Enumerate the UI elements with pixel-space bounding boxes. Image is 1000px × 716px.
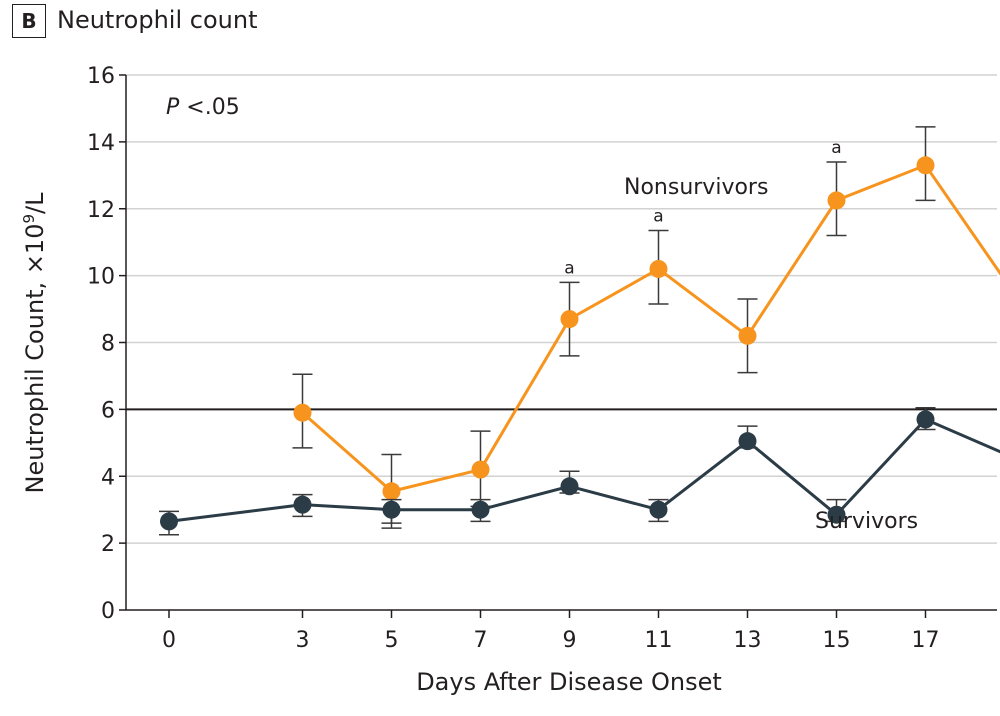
survivors-line	[168, 417, 1000, 523]
nonsurvivors-point	[916, 156, 935, 175]
panel-title: Neutrophil count	[57, 6, 258, 34]
y-tick-label: 12	[87, 198, 115, 223]
y-tick-label: 2	[101, 532, 115, 557]
survivors-point	[560, 477, 579, 496]
y-axis-label-prefix: Neutrophil Count, ×10	[21, 224, 49, 494]
series-survivors: Survivors	[159, 406, 1000, 536]
x-tick-label: 15	[823, 628, 851, 653]
nonsurvivors-point	[649, 259, 668, 278]
y-tick-label: 4	[101, 465, 115, 490]
survivors-point	[293, 495, 312, 514]
nonsurvivors-point	[293, 403, 312, 422]
significance-marker: a	[564, 258, 574, 278]
significance-marker: a	[653, 206, 663, 226]
legend-label-survivors: Survivors	[815, 509, 918, 534]
y-tick-label: 10	[87, 265, 115, 290]
p-value-annotation: P <.05	[166, 95, 240, 120]
survivors-point	[160, 512, 178, 531]
x-tick-label: 3	[296, 628, 310, 653]
y-axis-label: Neutrophil Count, ×109/L	[20, 192, 49, 494]
nonsurvivors-point	[382, 482, 401, 501]
x-tick-label: 0	[162, 628, 176, 653]
x-axis-label: Days After Disease Onset	[416, 668, 722, 696]
y-tick-label: 8	[101, 332, 115, 357]
x-tick-label: 11	[645, 628, 673, 653]
labels-group: P <.05 Days After Disease Onset Neutroph…	[20, 95, 722, 696]
p-value-italic: P	[166, 95, 180, 120]
series-nonsurvivors: a a a Nonsurvivors	[292, 126, 1000, 524]
gridlines	[126, 74, 997, 544]
axes: 0246810121416035791113151719	[87, 64, 997, 653]
survivors-point	[827, 505, 846, 524]
legend-label-nonsurvivors: Nonsurvivors	[624, 175, 768, 200]
nonsurvivors-point	[738, 326, 757, 345]
survivors-point	[649, 500, 668, 519]
y-tick-label: 6	[101, 398, 115, 423]
x-tick-label: 13	[734, 628, 762, 653]
nonsurvivors-line	[301, 163, 1000, 493]
x-tick-label: 9	[563, 628, 577, 653]
nonsurvivors-point	[827, 191, 846, 210]
p-value-text: <.05	[179, 95, 239, 120]
survivors-point	[916, 410, 935, 429]
x-tick-label: 5	[385, 628, 399, 653]
nonsurvivors-point	[471, 460, 490, 479]
survivors-point	[738, 432, 757, 451]
y-axis-label-suffix: /L	[21, 192, 49, 214]
y-tick-label: 14	[87, 131, 115, 156]
survivors-point	[382, 500, 401, 519]
x-tick-label: 7	[474, 628, 488, 653]
panel-letter-badge: B	[12, 4, 46, 38]
series-group: a a a Nonsurvivors Survivors	[159, 126, 1000, 536]
y-tick-label: 16	[87, 64, 115, 89]
significance-marker: a	[831, 138, 841, 158]
y-tick-label: 0	[101, 599, 115, 624]
nonsurvivors-point	[560, 310, 579, 329]
x-tick-label: 17	[912, 628, 940, 653]
survivors-point	[471, 500, 490, 519]
y-axis-label-superscript: 9	[20, 214, 38, 224]
